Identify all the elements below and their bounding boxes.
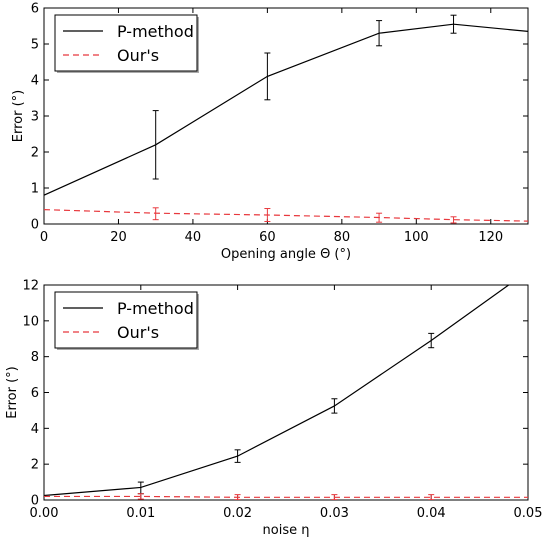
y-tick-label: 4: [31, 74, 39, 89]
x-tick-label: 0.00: [30, 506, 59, 521]
x-tick-label: 0.04: [417, 506, 446, 521]
x-tick-label: 0: [40, 230, 48, 245]
x-axis-label: noise η: [263, 523, 310, 538]
y-tick-label: 10: [22, 314, 39, 329]
error-bar: [264, 52, 271, 101]
y-tick-label: 2: [31, 458, 39, 473]
chart-noise: 0.00 0.01 0.02 0.03 0.04 0.05 0 2 4 6 8 10 12 noise η…: [5, 279, 542, 539]
y-tick-label: 12: [22, 279, 39, 294]
error-bar: [234, 449, 241, 463]
error-bar: [376, 212, 383, 223]
y-tick-label: 8: [31, 350, 39, 365]
series-line-p-method: [44, 285, 509, 497]
y-tick-label: 2: [31, 146, 39, 161]
x-tick-label: 0.01: [126, 506, 155, 521]
error-bar: [137, 493, 144, 500]
y-tick-label: 6: [31, 2, 39, 17]
x-axis-label: Opening angle Θ (°): [221, 247, 351, 262]
error-bar: [450, 216, 457, 224]
legend: P-method Our's: [54, 14, 199, 73]
error-bar: [152, 207, 159, 221]
x-tick-label: 40: [185, 230, 202, 245]
legend-label: P-method: [117, 299, 194, 318]
y-tick-label: 1: [31, 182, 39, 197]
y-tick-label: 3: [31, 110, 39, 125]
error-bar: [376, 20, 383, 47]
legend-label: Our's: [117, 323, 159, 342]
y-axis-label: Error (°): [11, 90, 26, 142]
series-line-ours: [44, 495, 528, 498]
y-tick-label: 4: [31, 422, 39, 437]
x-tick-label: 0.02: [223, 506, 252, 521]
series-layer: [44, 285, 528, 500]
error-bar: [152, 110, 159, 180]
error-bar: [264, 208, 271, 222]
x-tick-label: 100: [404, 230, 429, 245]
legend: P-method Our's: [54, 291, 199, 350]
series-line-p-method: [44, 23, 528, 196]
series-layer: [44, 14, 528, 224]
x-tick-label: 20: [110, 230, 127, 245]
x-tick-label: 0.03: [320, 506, 349, 521]
y-tick-label: 5: [31, 38, 39, 53]
error-bar: [428, 332, 435, 349]
x-tick-label: 120: [478, 230, 503, 245]
error-bar: [428, 494, 435, 500]
y-tick-label: 6: [31, 386, 39, 401]
y-axis-label: Error (°): [5, 366, 20, 418]
x-tick-label: 60: [259, 230, 276, 245]
x-tick-label: 0.05: [514, 506, 543, 521]
error-bar: [450, 14, 457, 34]
y-tick-label: 0: [31, 218, 39, 233]
chart-opening-angle: 0 20 40 60 80 100 120 0 1 2 3 4 5 6 Opening angle Θ (°…: [11, 2, 529, 262]
series-line-ours: [44, 209, 528, 222]
error-bar: [331, 494, 338, 500]
error-bar: [234, 494, 241, 500]
y-tick-label: 0: [31, 494, 39, 509]
x-tick-label: 80: [334, 230, 351, 245]
legend-label: Our's: [117, 46, 159, 65]
legend-label: P-method: [117, 22, 194, 41]
error-bar: [331, 398, 338, 414]
